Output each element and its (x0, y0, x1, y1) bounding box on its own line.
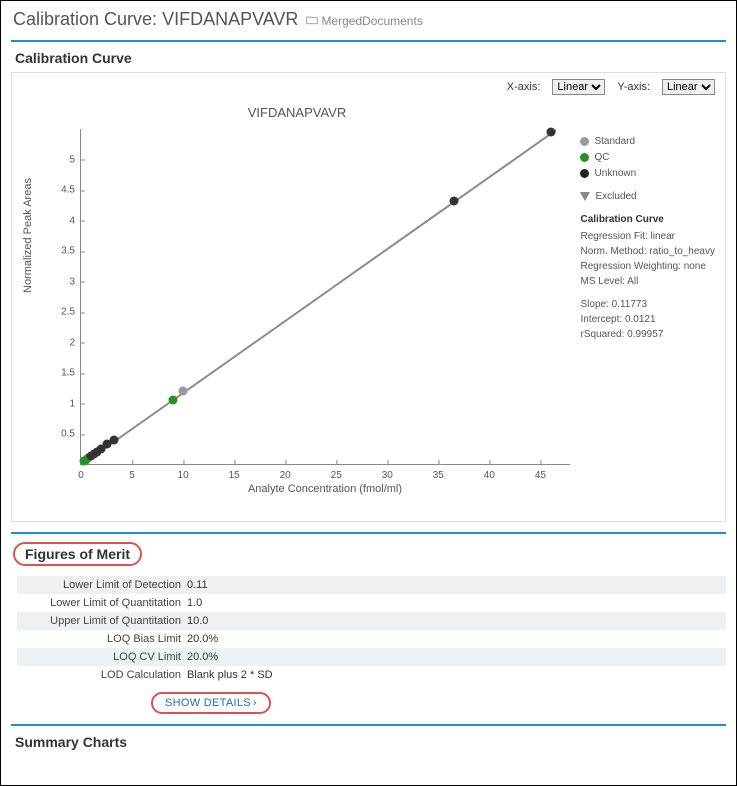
legend-info-line: Norm. Method: ratio_to_heavy (580, 244, 715, 259)
legend-excluded-row: Excluded (580, 189, 715, 204)
legend-series-label: QC (594, 150, 609, 165)
data-point (546, 128, 555, 137)
chart-title: VIFDANAPVAVR (12, 105, 582, 120)
y-tick: 2 (51, 337, 81, 348)
excluded-marker-icon (580, 192, 590, 201)
y-tick: 1 (51, 398, 81, 409)
fom-value: 20.0% (187, 633, 218, 645)
legend-stat-line: Slope: 0.11773 (580, 297, 715, 312)
x-tick: 10 (178, 464, 189, 481)
x-tick: 40 (484, 464, 495, 481)
figures-of-merit-panel: Figures of Merit Lower Limit of Detectio… (11, 532, 726, 714)
x-tick: 0 (78, 464, 84, 481)
legend-heading: Calibration Curve (580, 212, 715, 227)
calibration-panel-title: Calibration Curve (11, 48, 726, 72)
fom-label: Lower Limit of Detection (17, 579, 187, 591)
fom-panel-title: Figures of Merit (25, 546, 130, 562)
legend-stat-line: Intercept: 0.0121 (580, 312, 715, 327)
x-axis-select[interactable]: Linear (552, 79, 605, 95)
x-tick: 30 (382, 464, 393, 481)
data-point (109, 435, 118, 444)
legend-marker-icon (580, 169, 589, 178)
data-point (168, 395, 177, 404)
x-tick: 20 (280, 464, 291, 481)
panel-divider (11, 724, 726, 726)
legend-series-row: QC (580, 150, 715, 165)
fom-value: 1.0 (187, 597, 202, 609)
calibration-panel: Calibration Curve X-axis: Linear Y-axis:… (11, 40, 726, 522)
page-title: Calibration Curve: VIFDANAPVAVR (13, 9, 298, 30)
fom-table: Lower Limit of Detection0.11Lower Limit … (17, 576, 726, 684)
fom-value: 20.0% (187, 651, 218, 663)
fom-title-highlight: Figures of Merit (13, 542, 142, 566)
y-axis-select[interactable]: Linear (662, 79, 715, 95)
y-tick: 2.5 (51, 307, 81, 318)
legend-info-line: Regression Weighting: none (580, 259, 715, 274)
fom-label: LOD Calculation (17, 669, 187, 681)
fom-row: Lower Limit of Detection0.11 (17, 576, 726, 594)
caret-right-icon: › (253, 697, 257, 709)
legend-excluded-label: Excluded (595, 189, 636, 204)
fom-row: LOQ Bias Limit20.0% (17, 630, 726, 648)
folder-name: MergedDocuments (321, 14, 422, 28)
x-tick: 35 (433, 464, 444, 481)
folder-link[interactable]: MergedDocuments (306, 14, 422, 28)
y-tick: 3.5 (51, 246, 81, 257)
folder-icon (306, 14, 318, 28)
fom-row: Lower Limit of Quantitation1.0 (17, 594, 726, 612)
summary-panel-title: Summary Charts (11, 732, 726, 756)
y-tick: 0.5 (51, 429, 81, 440)
y-tick: 4 (51, 215, 81, 226)
plot-area: 0.511.522.533.544.55051015202530354045 (80, 129, 570, 465)
legend-series-row: Unknown (580, 166, 715, 181)
x-tick: 15 (229, 464, 240, 481)
fom-value: 10.0 (187, 615, 208, 627)
legend-series-label: Standard (594, 134, 635, 149)
chart-legend: StandardQCUnknown Excluded Calibration C… (580, 133, 715, 342)
fom-value: 0.11 (187, 579, 208, 591)
show-details-button[interactable]: SHOW DETAILS› (151, 692, 271, 714)
fom-row: LOQ CV Limit20.0% (17, 648, 726, 666)
fom-row: LOD CalculationBlank plus 2 * SD (17, 666, 726, 684)
fom-value: Blank plus 2 * SD (187, 669, 273, 681)
axis-controls: X-axis: Linear Y-axis: Linear (507, 79, 715, 95)
x-tick: 45 (535, 464, 546, 481)
y-tick: 1.5 (51, 368, 81, 379)
legend-series-row: Standard (580, 134, 715, 149)
fom-label: LOQ CV Limit (17, 651, 187, 663)
legend-marker-icon (580, 137, 589, 146)
fom-row: Upper Limit of Quantitation10.0 (17, 612, 726, 630)
page-root: Calibration Curve: VIFDANAPVAVR MergedDo… (0, 0, 737, 786)
legend-info-line: MS Level: All (580, 274, 715, 289)
y-tick: 3 (51, 276, 81, 287)
page-header: Calibration Curve: VIFDANAPVAVR MergedDo… (1, 1, 736, 34)
legend-marker-icon (580, 153, 589, 162)
legend-series-label: Unknown (594, 166, 636, 181)
chart-ylabel: Normalized Peak Areas (22, 178, 34, 293)
fom-label: Lower Limit of Quantitation (17, 597, 187, 609)
fit-line (80, 130, 556, 466)
data-point (179, 387, 188, 396)
show-details-label: SHOW DETAILS (165, 697, 251, 709)
x-tick: 5 (129, 464, 135, 481)
x-axis-label: X-axis: (507, 81, 541, 93)
chart-xlabel: Analyte Concentration (fmol/ml) (80, 483, 570, 495)
y-tick: 4.5 (51, 185, 81, 196)
data-point (449, 196, 458, 205)
panel-divider (11, 40, 726, 42)
fom-label: LOQ Bias Limit (17, 633, 187, 645)
fom-label: Upper Limit of Quantitation (17, 615, 187, 627)
panel-divider (11, 532, 726, 534)
y-tick: 5 (51, 154, 81, 165)
summary-panel: Summary Charts (11, 724, 726, 756)
y-axis-label: Y-axis: (617, 81, 650, 93)
x-tick: 25 (331, 464, 342, 481)
legend-info-line: Regression Fit: linear (580, 229, 715, 244)
legend-stat-line: rSquared: 0.99957 (580, 327, 715, 342)
chart-container: X-axis: Linear Y-axis: Linear VIFDANAPVA… (11, 72, 726, 522)
